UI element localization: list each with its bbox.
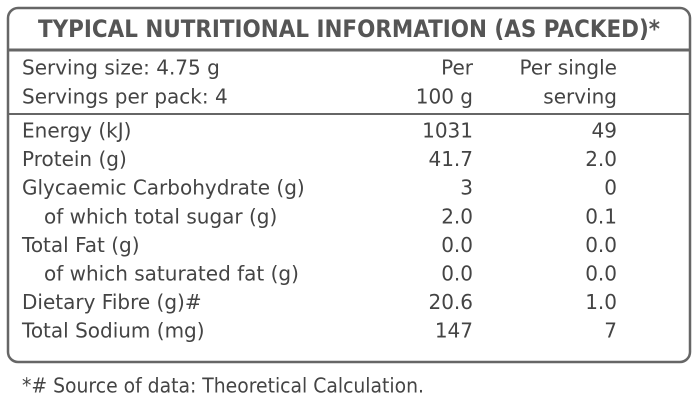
per-100g-value: 147 <box>435 319 473 343</box>
panel-title: TYPICAL NUTRITIONAL INFORMATION (AS PACK… <box>38 15 660 43</box>
per-serving-value: 7 <box>604 319 617 343</box>
per-serving-value: 1.0 <box>585 290 617 314</box>
per-100g-value: 41.7 <box>428 147 473 171</box>
per-100g-heading: 100 g <box>416 85 473 109</box>
per-100g-value: 1031 <box>422 119 473 143</box>
per-serving-value: 0 <box>604 176 617 200</box>
per-serving-heading: Per single <box>520 56 617 80</box>
nutrient-name: Total Fat (g) <box>21 233 140 257</box>
nutrient-name: of which saturated fat (g) <box>44 262 299 286</box>
nutrient-name: Glycaemic Carbohydrate (g) <box>22 176 305 200</box>
nutrient-name: Total Sodium (mg) <box>21 319 205 343</box>
per-100g-value: 3 <box>460 176 473 200</box>
per-100g-heading: Per <box>441 56 474 80</box>
per-100g-value: 0.0 <box>441 233 473 257</box>
per-serving-value: 0.0 <box>585 262 617 286</box>
per-serving-value: 2.0 <box>585 147 617 171</box>
per-serving-heading: serving <box>543 85 617 109</box>
footnote: *# Source of data: Theoretical Calculati… <box>22 374 424 398</box>
per-100g-value: 0.0 <box>441 262 473 286</box>
panel-border <box>6 6 692 364</box>
nutrient-name: Dietary Fibre (g)# <box>22 290 202 314</box>
nutrient-name: Energy (kJ) <box>22 119 131 143</box>
nutrient-name: of which total sugar (g) <box>44 204 277 228</box>
per-100g-value: 2.0 <box>441 204 473 228</box>
serving-info: Servings per pack: 4 <box>22 85 228 109</box>
per-serving-value: 49 <box>592 119 617 143</box>
serving-info: Serving size: 4.75 g <box>22 56 220 80</box>
per-serving-value: 0.1 <box>585 204 617 228</box>
per-serving-value: 0.0 <box>585 233 617 257</box>
nutrient-name: Protein (g) <box>22 147 127 171</box>
per-100g-value: 20.6 <box>428 290 473 314</box>
